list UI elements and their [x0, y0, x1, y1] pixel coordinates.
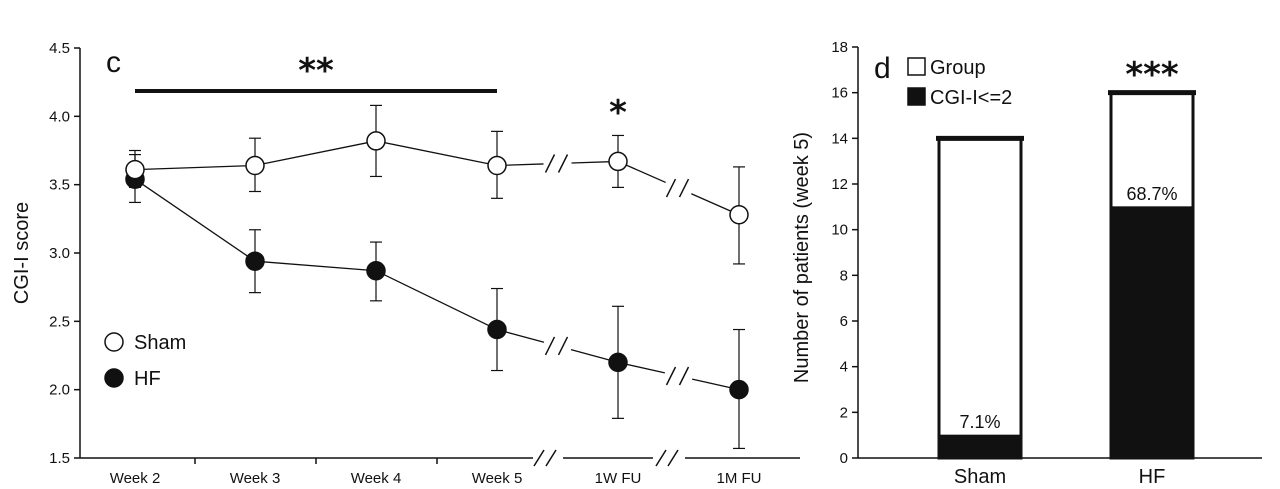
- series-line-segment: [254, 260, 377, 272]
- series-line-segment: [134, 164, 256, 171]
- hf-data-point: [245, 251, 265, 271]
- line-chart-panel-c: 1.5 2.0 2.5 3.0 3.5 4.0 4.5 CGI-I score Week 2 We…: [11, 40, 800, 487]
- series-line-segment: [375, 140, 498, 167]
- line-break-mark: [544, 336, 556, 356]
- y-tick-label: 10: [831, 222, 848, 239]
- axis-break-mark: [655, 449, 667, 467]
- x-tick-label: Week 4: [351, 470, 402, 487]
- hf-data-point: [487, 319, 507, 340]
- y-tick-label: 4: [840, 359, 848, 376]
- legend-marker-sham: [104, 332, 124, 352]
- legend-label-sham: Sham: [134, 332, 186, 354]
- y-tick-label: 3.5: [49, 177, 70, 194]
- y-axis-label: Number of patients (week 5): [791, 132, 813, 383]
- line-break-mark: [678, 366, 690, 386]
- line-break-mark: [665, 178, 677, 198]
- axis-break-mark: [545, 449, 557, 467]
- bar-percent-label: 68.7%: [1126, 184, 1177, 204]
- y-tick-label: 0: [840, 450, 848, 467]
- hf-data-point: [366, 261, 386, 281]
- legend-marker-hf: [104, 368, 124, 388]
- sham-data-point: [245, 155, 265, 176]
- legend-label-cgi: CGI-I<=2: [930, 87, 1012, 109]
- y-tick-label: 16: [831, 85, 848, 102]
- axis-break-mark: [667, 449, 679, 467]
- bar-label-background: [1122, 181, 1182, 206]
- bar-cgi-i: [938, 434, 1022, 459]
- y-tick-label: 3.0: [49, 245, 70, 262]
- sham-data-point: [608, 151, 628, 172]
- y-tick-label: 4.0: [49, 108, 70, 125]
- y-tick-label: 1.5: [49, 450, 70, 467]
- line-break-mark: [678, 178, 690, 198]
- y-tick-label: 6: [840, 313, 848, 330]
- x-tick-label: Week 3: [230, 470, 281, 487]
- sham-data-point: [729, 204, 749, 225]
- series-line-segment: [134, 178, 256, 262]
- x-tick-label: Week 5: [472, 470, 523, 487]
- x-tick-label: 1M FU: [717, 470, 762, 487]
- bar-label-background: [950, 410, 1010, 435]
- legend-label-hf: HF: [134, 368, 161, 390]
- y-tick-label: 14: [831, 130, 848, 147]
- series-line-segment: [375, 270, 498, 331]
- significance-label: ***: [1125, 55, 1179, 95]
- series-line-segment: [254, 140, 377, 167]
- line-break-mark: [557, 336, 569, 356]
- y-axis-label: CGI-I score: [11, 202, 33, 304]
- panel-label: c: [106, 46, 121, 79]
- significance-label: **: [298, 51, 334, 91]
- axis-break-mark: [533, 449, 545, 467]
- line-break-mark: [665, 366, 677, 386]
- line-break-mark: [557, 154, 569, 173]
- bar-group: [937, 136, 1023, 460]
- y-tick-label: 2: [840, 404, 848, 421]
- legend-swatch-group: [907, 57, 926, 76]
- hf-data-point: [608, 352, 628, 373]
- bar-chart-panel-d: 0 2 4 6 8 10 12 14 16 18 Number of patients (week …: [791, 39, 1262, 488]
- bar-percent-label: 7.1%: [959, 412, 1000, 432]
- x-tick-label: 1W FU: [595, 470, 642, 487]
- legend-label-group: Group: [930, 57, 986, 79]
- y-tick-label: 8: [840, 267, 848, 284]
- y-tick-label: 2.5: [49, 313, 70, 330]
- legend-swatch-cgi: [907, 87, 926, 106]
- bar-cgi-i: [1110, 206, 1194, 459]
- x-tick-label: HF: [1139, 466, 1166, 488]
- significance-label: *: [609, 93, 627, 133]
- line-break-mark: [544, 154, 556, 173]
- sham-data-point: [366, 131, 386, 151]
- panel-label: d: [874, 52, 891, 85]
- x-tick-label: Week 2: [110, 470, 161, 487]
- y-tick-label: 2.0: [49, 382, 70, 399]
- x-tick-label: Sham: [954, 466, 1006, 488]
- sham-data-point: [487, 155, 507, 176]
- sham-data-point: [125, 159, 145, 180]
- hf-data-point: [729, 379, 749, 400]
- y-tick-label: 12: [831, 176, 848, 193]
- y-tick-label: 4.5: [49, 40, 70, 57]
- y-tick-label: 18: [831, 39, 848, 56]
